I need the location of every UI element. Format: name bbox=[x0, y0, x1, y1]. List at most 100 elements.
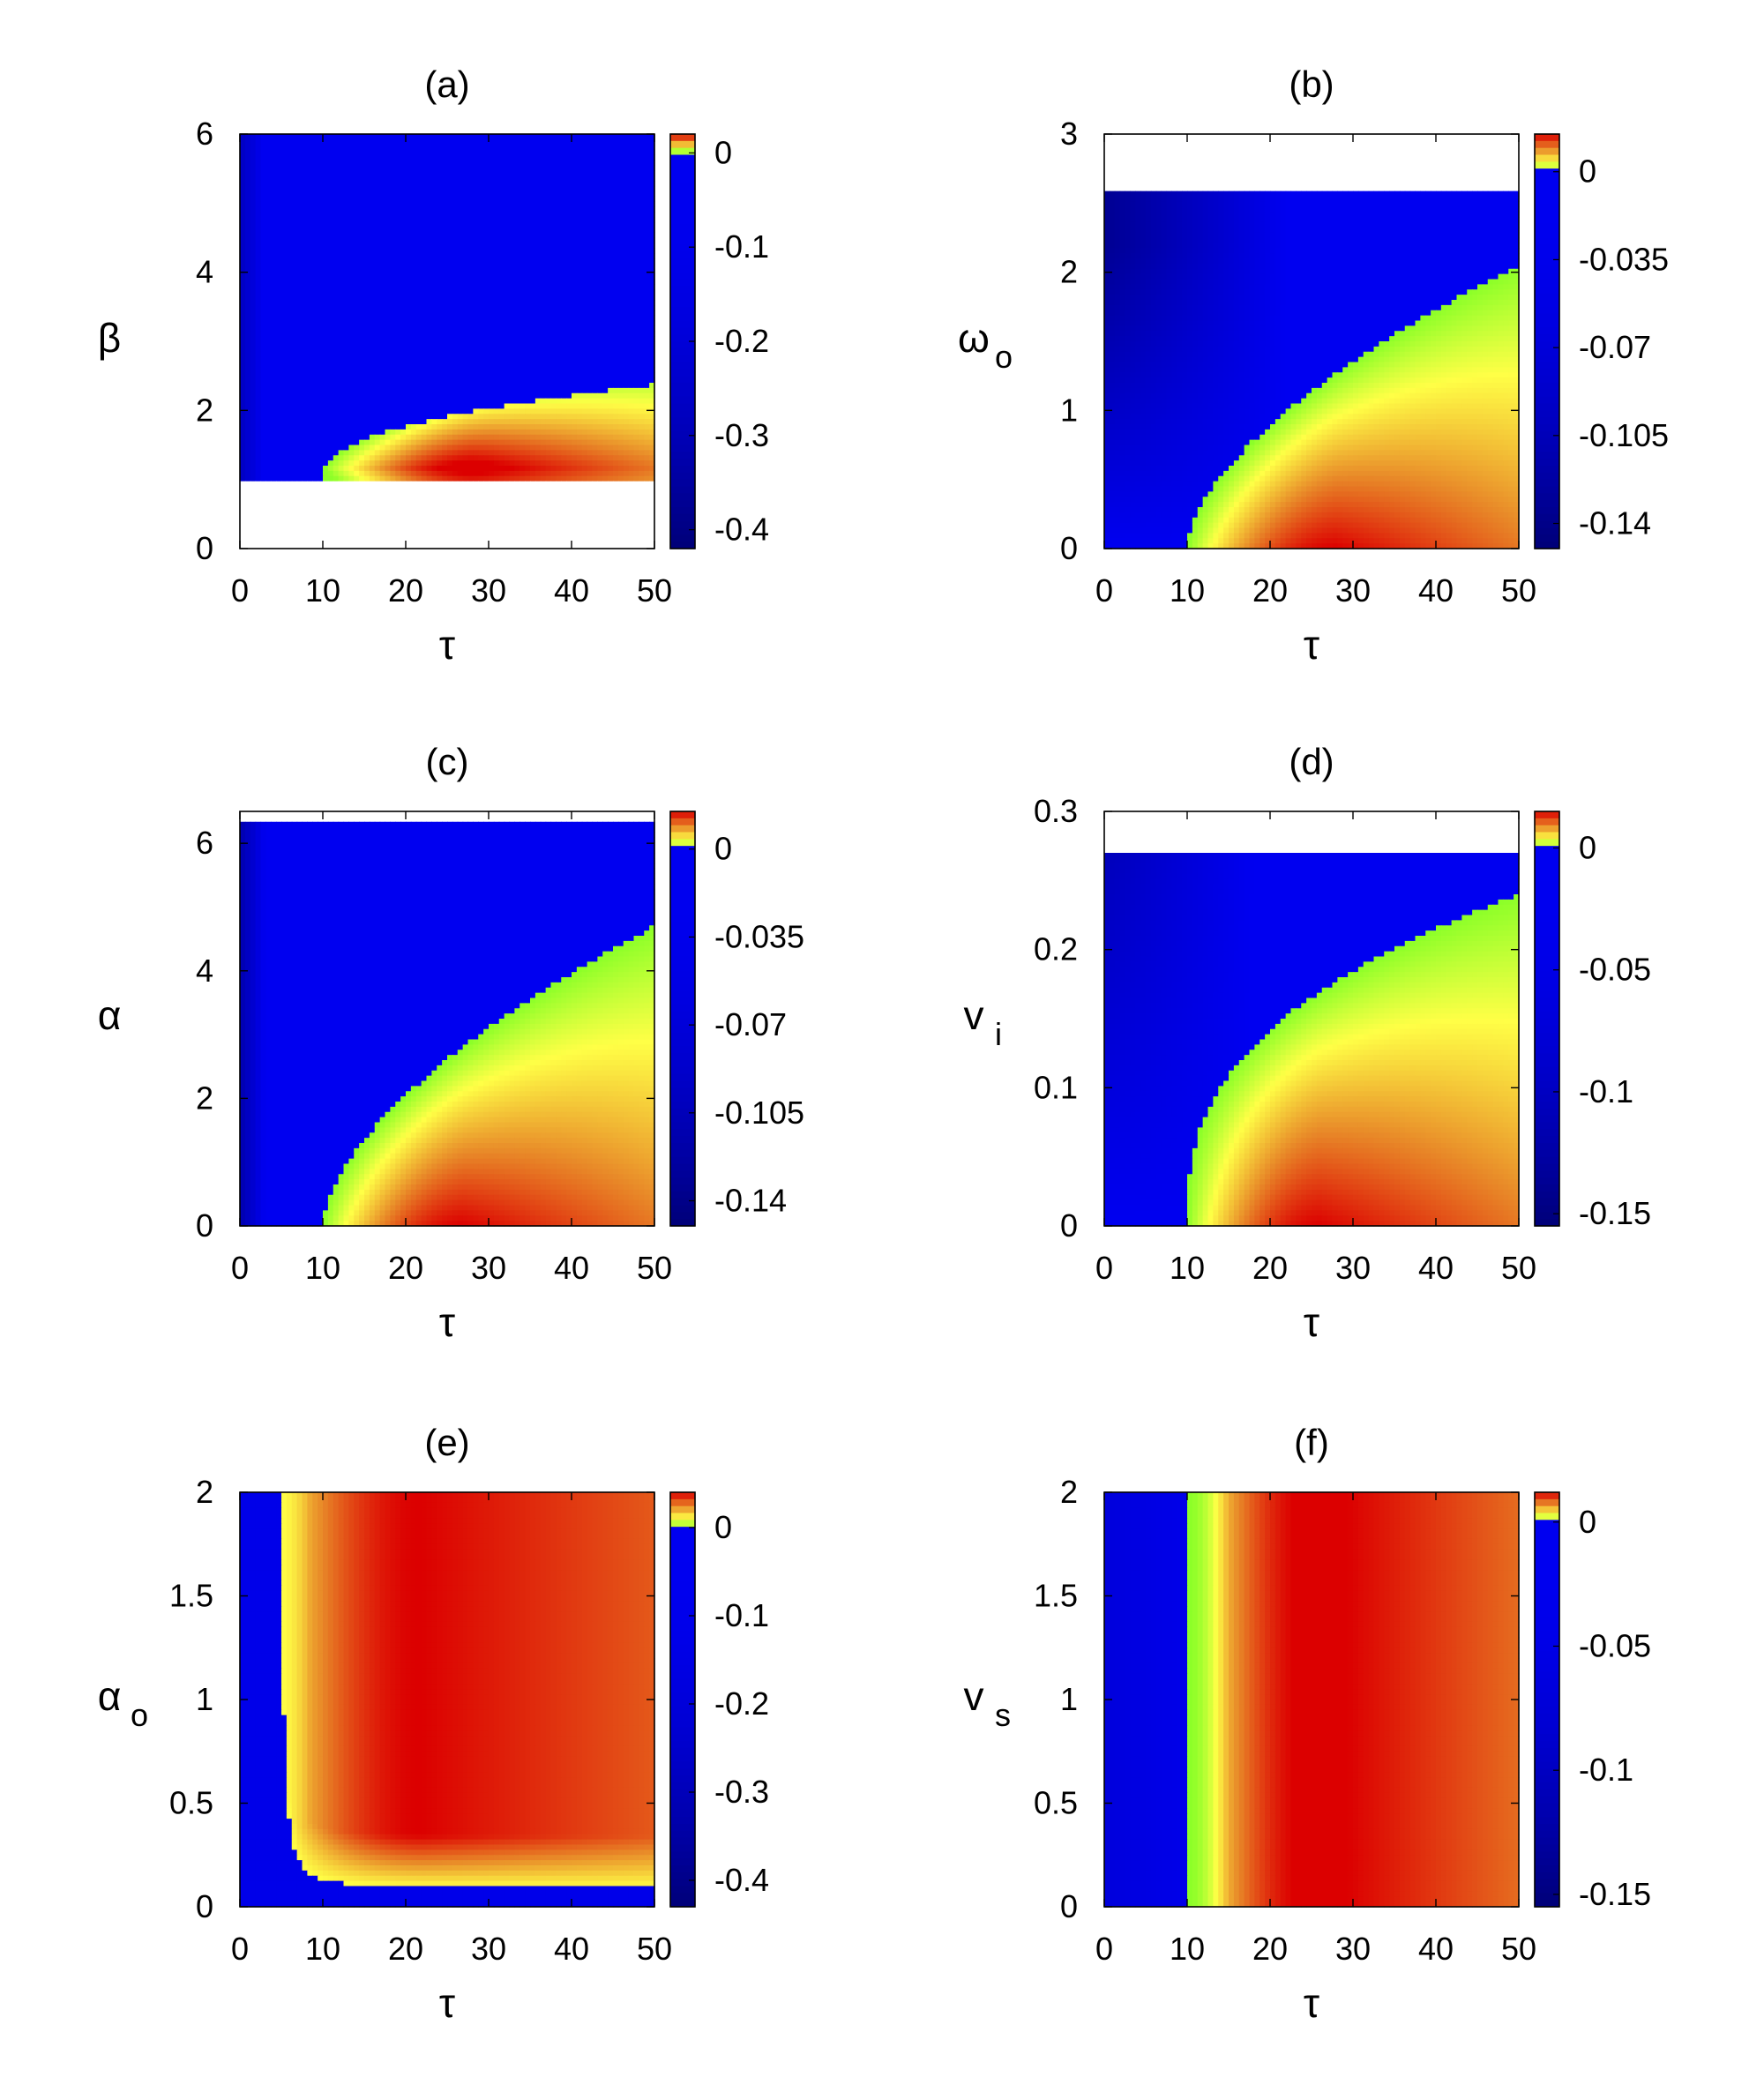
heatmap-cell bbox=[572, 139, 577, 145]
heatmap-cell bbox=[364, 165, 370, 170]
heatmap-cell bbox=[551, 150, 557, 155]
heatmap-cell bbox=[519, 134, 525, 139]
heatmap-cell bbox=[618, 176, 624, 181]
heatmap-cell bbox=[281, 160, 287, 165]
heatmap-cell bbox=[530, 170, 535, 176]
heatmap-cell bbox=[354, 150, 359, 155]
heatmap-cell bbox=[530, 134, 535, 139]
heatmap-cell bbox=[261, 139, 266, 145]
heatmap-cell bbox=[265, 145, 271, 150]
heatmap-cell bbox=[519, 165, 525, 170]
heatmap-cell bbox=[281, 134, 287, 139]
heatmap-cell bbox=[608, 176, 613, 181]
heatmap-cell bbox=[312, 160, 318, 165]
heatmap-cell bbox=[510, 145, 515, 150]
heatmap-cell bbox=[333, 186, 339, 191]
heatmap-cell bbox=[422, 134, 427, 139]
heatmap-cell bbox=[303, 186, 308, 191]
heatmap-cell bbox=[478, 139, 483, 145]
heatmap-cell bbox=[256, 150, 261, 155]
heatmap-cell bbox=[240, 181, 245, 186]
heatmap-cell bbox=[546, 155, 551, 161]
heatmap-cell bbox=[624, 165, 629, 170]
heatmap-cell bbox=[530, 181, 535, 186]
heatmap-cell bbox=[582, 150, 587, 155]
heatmap-cell bbox=[256, 170, 261, 176]
heatmap-cell bbox=[312, 165, 318, 170]
heatmap-cell bbox=[339, 160, 344, 165]
heatmap-cell bbox=[380, 170, 385, 176]
heatmap-cell bbox=[613, 139, 618, 145]
heatmap-cell bbox=[344, 145, 349, 150]
heatmap-cell bbox=[473, 134, 478, 139]
heatmap-cell bbox=[468, 160, 474, 165]
heatmap-cell bbox=[602, 176, 608, 181]
heatmap-cell bbox=[276, 181, 281, 186]
heatmap-cell bbox=[442, 134, 447, 139]
heatmap-cell bbox=[370, 155, 375, 161]
heatmap-cell bbox=[593, 176, 598, 181]
heatmap-cell bbox=[525, 176, 530, 181]
figure-canvas: 0 10 20 30 40 500246(a)τβ0-0.1-0.2-0.3-0.40 10… bbox=[0, 0, 1764, 2077]
heatmap-cell bbox=[546, 160, 551, 165]
heatmap-cell bbox=[593, 160, 598, 165]
heatmap-cell bbox=[250, 145, 256, 150]
heatmap-cell bbox=[261, 145, 266, 150]
heatmap-cell bbox=[499, 134, 505, 139]
heatmap-cell bbox=[281, 145, 287, 150]
heatmap-cell bbox=[271, 139, 276, 145]
heatmap-cell bbox=[431, 165, 437, 170]
heatmap-cell bbox=[422, 165, 427, 170]
heatmap-cell bbox=[566, 181, 572, 186]
heatmap-cell bbox=[452, 139, 458, 145]
heatmap-cell bbox=[468, 155, 474, 161]
heatmap-cell bbox=[312, 186, 318, 191]
heatmap-cell bbox=[510, 165, 515, 170]
heatmap-cell bbox=[307, 176, 312, 181]
heatmap-cell bbox=[582, 160, 587, 165]
heatmap-cell bbox=[250, 155, 256, 161]
heatmap-cell bbox=[312, 170, 318, 176]
heatmap-cell bbox=[312, 145, 318, 150]
heatmap-cell bbox=[400, 155, 406, 161]
heatmap-cell bbox=[505, 160, 510, 165]
heatmap-cell bbox=[303, 176, 308, 181]
heatmap-cell bbox=[473, 145, 478, 150]
heatmap-cell bbox=[489, 170, 494, 176]
heatmap-cell bbox=[344, 160, 349, 165]
heatmap-cell bbox=[608, 160, 613, 165]
heatmap-cell bbox=[307, 155, 312, 161]
heatmap-cell bbox=[318, 165, 323, 170]
heatmap-cell bbox=[370, 150, 375, 155]
heatmap-cell bbox=[400, 160, 406, 165]
heatmap-cell bbox=[271, 145, 276, 150]
heatmap-cell bbox=[535, 176, 541, 181]
heatmap-cell bbox=[256, 181, 261, 186]
heatmap-cell bbox=[416, 150, 422, 155]
heatmap-cell bbox=[577, 160, 582, 165]
heatmap-cell bbox=[276, 145, 281, 150]
heatmap-cell bbox=[618, 150, 624, 155]
heatmap-cell bbox=[629, 134, 634, 139]
heatmap-cell bbox=[618, 155, 624, 161]
heatmap-cell bbox=[303, 145, 308, 150]
heatmap-cell bbox=[411, 160, 416, 165]
heatmap-cell bbox=[587, 165, 593, 170]
heatmap-cell bbox=[546, 170, 551, 176]
heatmap-cell bbox=[339, 145, 344, 150]
heatmap-cell bbox=[380, 155, 385, 161]
heatmap-cell bbox=[245, 186, 250, 191]
heatmap-cell bbox=[572, 176, 577, 181]
heatmap-cell bbox=[505, 150, 510, 155]
heatmap-cell bbox=[624, 170, 629, 176]
heatmap-cell bbox=[276, 150, 281, 155]
heatmap-cell bbox=[593, 170, 598, 176]
heatmap-cell bbox=[437, 165, 442, 170]
heatmap-cell bbox=[364, 145, 370, 150]
heatmap-cell bbox=[323, 170, 328, 176]
heatmap-cell bbox=[328, 150, 333, 155]
heatmap-cell bbox=[452, 176, 458, 181]
heatmap-cell bbox=[535, 150, 541, 155]
heatmap-cell bbox=[344, 150, 349, 155]
heatmap-cell bbox=[566, 176, 572, 181]
